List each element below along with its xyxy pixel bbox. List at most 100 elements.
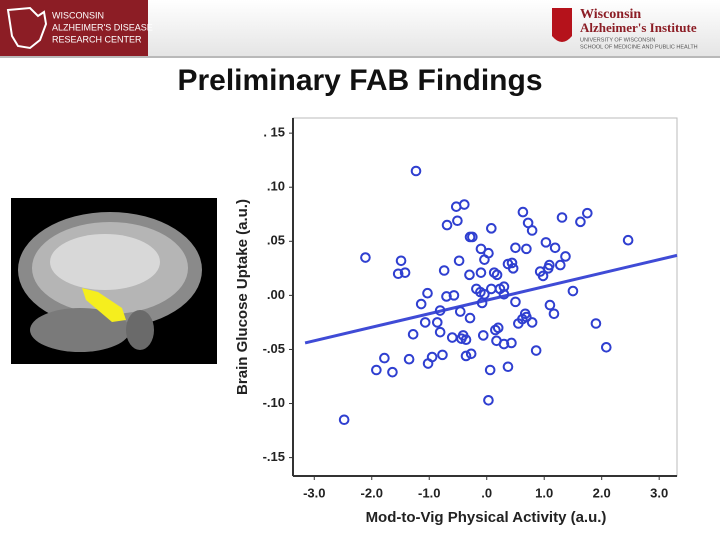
data-point [476, 297, 488, 309]
plot-area [292, 117, 678, 477]
right-logo-text: Alzheimer's Institute [580, 20, 697, 35]
y-tick-label: -.15 [263, 449, 285, 464]
data-point [498, 338, 510, 350]
data-point [434, 326, 446, 338]
x-tick-label: -2.0 [361, 485, 383, 500]
data-point [491, 269, 503, 281]
data-point [371, 364, 382, 376]
data-point [338, 414, 350, 426]
data-point [507, 263, 519, 274]
data-point [510, 296, 521, 308]
data-point [379, 352, 390, 364]
data-point [465, 348, 477, 360]
data-point [502, 361, 514, 373]
left-logo-text: ALZHEIMER'S DISEASE [52, 22, 153, 32]
right-logo-text: SCHOOL OF MEDICINE AND PUBLIC HEALTH [580, 44, 698, 50]
wisconsin-icon [6, 6, 48, 50]
data-point [479, 254, 490, 265]
y-tick-label: .05 [267, 233, 285, 248]
data-point [484, 364, 496, 376]
data-point [575, 216, 586, 228]
data-point [519, 308, 531, 320]
y-tick-label: .10 [267, 179, 285, 194]
data-point [460, 350, 472, 362]
left-logo-text: WISCONSIN [52, 10, 104, 20]
data-point [434, 305, 446, 316]
y-tick-label: -.05 [263, 341, 285, 356]
data-point [467, 231, 478, 243]
data-point [549, 242, 561, 254]
data-point [582, 207, 593, 219]
data-point [453, 255, 465, 267]
header-rule [0, 56, 720, 58]
brain-image [11, 198, 217, 364]
data-point [460, 334, 472, 346]
data-point [622, 234, 634, 246]
x-tick-label: -1.0 [418, 485, 440, 500]
data-point [510, 242, 521, 254]
data-point [395, 255, 407, 267]
data-point [452, 215, 463, 227]
data-point [526, 317, 538, 328]
data-point [537, 270, 549, 282]
data-point [392, 268, 404, 280]
data-point [517, 206, 529, 218]
data-point [475, 267, 487, 278]
slide-title: Preliminary FAB Findings [177, 64, 542, 97]
data-point [567, 285, 579, 297]
y-tick-label: .00 [267, 287, 285, 302]
data-point [438, 265, 450, 276]
data-point [521, 243, 532, 255]
data-point [441, 219, 453, 231]
data-point [410, 165, 422, 177]
data-point [422, 287, 433, 299]
crest [552, 8, 572, 42]
right-logo-text: UNIVERSITY OF WISCONSIN [580, 37, 655, 43]
data-point [544, 299, 556, 311]
y-tick-label: -.10 [263, 395, 285, 410]
x-tick-label: -3.0 [303, 485, 325, 500]
right-logo-text: Wisconsin [580, 7, 641, 22]
data-point [387, 366, 398, 378]
data-point [399, 267, 411, 278]
data-point [464, 312, 476, 324]
data-point [555, 259, 566, 271]
data-point [498, 288, 510, 300]
data-point [560, 251, 571, 262]
data-point [526, 225, 538, 236]
x-axis-label: Mod-to-Vig Physical Activity (a.u.) [366, 509, 607, 526]
data-point [360, 252, 371, 263]
data-point [475, 243, 487, 255]
data-point [422, 358, 434, 369]
data-point [437, 349, 448, 361]
data-point [483, 394, 494, 406]
data-point [506, 337, 517, 349]
data-point [556, 212, 568, 223]
data-point [486, 223, 497, 234]
data-point [419, 317, 431, 328]
data-point [415, 298, 427, 310]
trend-line [304, 253, 678, 345]
data-point [464, 269, 475, 281]
data-point [441, 291, 452, 302]
x-tick-label: .0 [481, 485, 492, 500]
data-point [431, 317, 443, 328]
data-point [600, 341, 612, 353]
data-point [540, 237, 552, 248]
data-point [477, 330, 489, 341]
data-point [403, 353, 415, 365]
left-logo-text: RESEARCH CENTER [52, 34, 142, 44]
data-point [459, 199, 470, 210]
x-tick-label: 2.0 [593, 485, 611, 500]
x-tick-label: 3.0 [650, 485, 668, 500]
data-point [544, 259, 555, 271]
data-point [590, 318, 602, 329]
data-point [407, 329, 419, 340]
data-point [448, 290, 460, 301]
data-point [548, 308, 560, 320]
data-point [454, 306, 466, 317]
y-tick-label: . 15 [263, 125, 285, 140]
data-point [506, 257, 518, 269]
data-point [530, 345, 542, 356]
